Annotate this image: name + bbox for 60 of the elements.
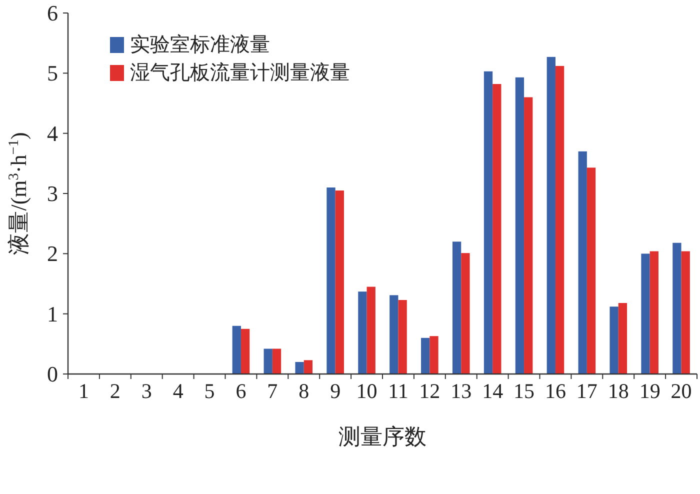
x-tick-label: 8 bbox=[298, 379, 310, 403]
bar bbox=[492, 84, 502, 374]
x-tick-label: 4 bbox=[172, 379, 184, 403]
x-tick-label: 16 bbox=[544, 379, 566, 403]
bar bbox=[326, 187, 336, 374]
y-tick-label: 0 bbox=[47, 362, 58, 386]
y-tick-label: 3 bbox=[47, 181, 58, 206]
bar bbox=[390, 295, 398, 374]
y-tick-label: 4 bbox=[47, 120, 58, 146]
bar bbox=[555, 66, 564, 374]
legend-label: 实验室标准液量 bbox=[130, 33, 270, 56]
x-tick-label: 7 bbox=[267, 379, 278, 403]
bar bbox=[672, 242, 682, 374]
x-tick-label: 13 bbox=[450, 379, 472, 403]
bar bbox=[681, 251, 690, 374]
bar bbox=[232, 326, 241, 374]
bar bbox=[546, 56, 556, 374]
x-tick-label: 3 bbox=[141, 379, 152, 403]
x-tick-label: 12 bbox=[419, 379, 440, 403]
bar bbox=[398, 300, 407, 374]
bar bbox=[610, 306, 618, 374]
bar bbox=[304, 360, 313, 374]
bar bbox=[335, 190, 344, 374]
bar bbox=[515, 77, 524, 374]
bar bbox=[295, 362, 304, 374]
bar bbox=[264, 348, 272, 374]
x-tick-label: 17 bbox=[576, 379, 598, 403]
x-tick-label: 15 bbox=[514, 379, 535, 403]
x-tick-label: 20 bbox=[670, 379, 692, 403]
x-tick-label: 5 bbox=[204, 379, 215, 403]
bar bbox=[272, 348, 282, 374]
y-tick-label: 1 bbox=[47, 301, 58, 326]
x-tick-label: 11 bbox=[388, 379, 408, 403]
y-tick-label: 2 bbox=[47, 241, 58, 266]
x-tick-label: 10 bbox=[356, 379, 378, 403]
y-tick-label: 6 bbox=[47, 0, 58, 26]
bar bbox=[461, 253, 470, 374]
y-tick-label: 5 bbox=[47, 60, 58, 86]
x-tick-label: 14 bbox=[482, 379, 504, 403]
x-tick-label: 9 bbox=[330, 379, 341, 403]
bar bbox=[421, 338, 430, 374]
bar bbox=[641, 254, 650, 374]
x-tick-label: 18 bbox=[608, 379, 629, 403]
x-tick-label: 2 bbox=[110, 379, 120, 403]
bar bbox=[430, 336, 438, 374]
bar bbox=[618, 303, 628, 374]
bar bbox=[366, 286, 376, 374]
bar bbox=[650, 251, 658, 374]
bar bbox=[586, 168, 596, 374]
bar bbox=[578, 151, 587, 374]
legend-label: 湿气孔板流量计测量液量 bbox=[130, 62, 350, 84]
bar bbox=[358, 292, 367, 374]
x-axis-title: 测量序数 bbox=[338, 424, 426, 449]
x-tick-label: 1 bbox=[78, 379, 89, 403]
x-tick-label: 19 bbox=[639, 379, 660, 403]
x-tick-label: 6 bbox=[236, 379, 246, 403]
bar bbox=[452, 242, 462, 374]
bar bbox=[240, 328, 250, 374]
bar bbox=[524, 97, 533, 374]
bar bbox=[484, 71, 493, 374]
